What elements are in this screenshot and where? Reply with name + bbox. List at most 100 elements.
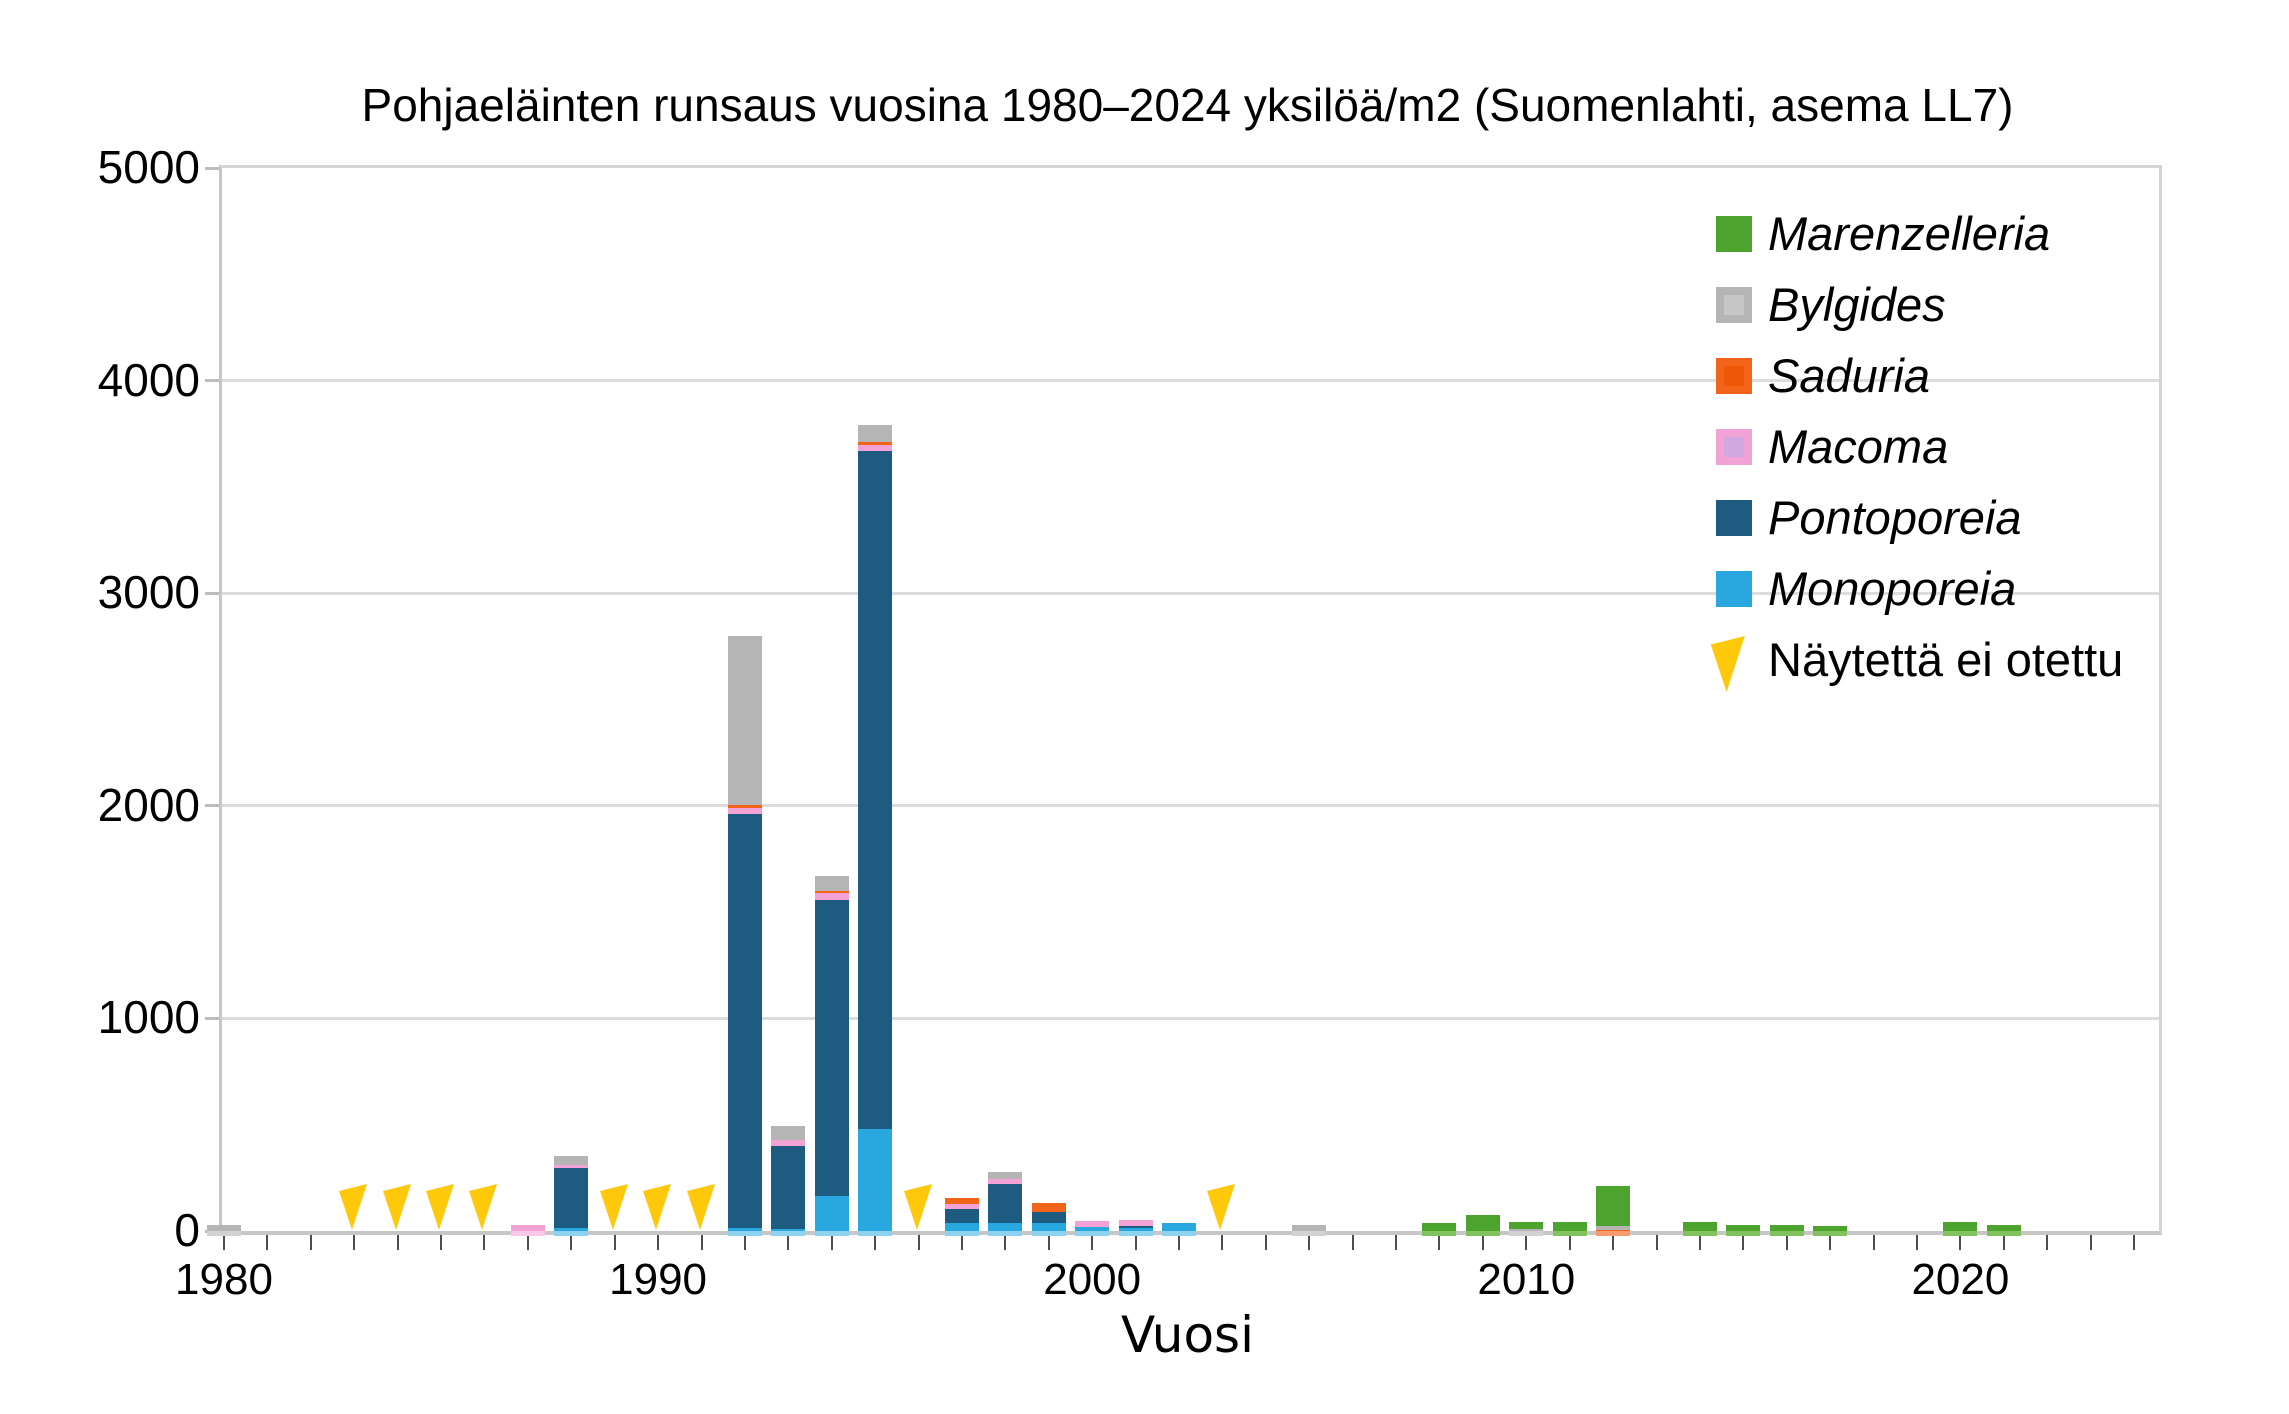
pontoporeia-swatch-icon — [1716, 500, 1752, 536]
bar-segment-1999-monoporeia — [1031, 1222, 1066, 1231]
bar-2010[interactable] — [1509, 1221, 1544, 1231]
no-sample-marker-1989 — [599, 1184, 630, 1230]
bar-edge-2015 — [1726, 1231, 1761, 1236]
x-axis-tick-2016 — [1785, 1235, 1788, 1250]
bar-edge-2010 — [1509, 1231, 1544, 1236]
bar-segment-2015-marenzelleria — [1726, 1224, 1761, 1231]
x-axis-tick-1983 — [353, 1235, 356, 1250]
monoporeia-swatch-icon — [1716, 571, 1752, 607]
bar-segment-1980-bylgides — [207, 1224, 241, 1231]
bar-edge-2002 — [1162, 1231, 1197, 1236]
y-axis-label-3000: 3000 — [97, 566, 200, 619]
bar-segment-1993-monoporeia — [771, 1228, 806, 1231]
bar-segment-1992-pontoporeia — [727, 814, 762, 1228]
bar-segment-2020-marenzelleria — [1943, 1222, 1978, 1231]
bar-2008[interactable] — [1422, 1222, 1457, 1231]
bar-1997[interactable] — [944, 1198, 979, 1231]
bar-2014[interactable] — [1682, 1222, 1717, 1231]
no-sample-marker-1991 — [686, 1184, 717, 1230]
bar-edge-2008 — [1422, 1231, 1457, 1236]
x-axis-tick-2024 — [2133, 1235, 2136, 1250]
no-sample-marker-1985 — [426, 1184, 456, 1230]
bar-segment-1998-monoporeia — [988, 1222, 1023, 1231]
x-axis-tick-1998 — [1004, 1235, 1007, 1250]
bar-1987[interactable] — [510, 1224, 545, 1231]
bar-segment-1994-pontoporeia — [814, 900, 849, 1196]
bar-segment-1997-macoma — [944, 1204, 979, 1210]
bar-1995[interactable] — [858, 425, 893, 1231]
x-axis-tick-1984 — [396, 1235, 399, 1250]
x-axis-tick-1980 — [223, 1235, 225, 1250]
bar-2002[interactable] — [1162, 1222, 1197, 1231]
bar-1994[interactable] — [814, 875, 849, 1231]
bar-segment-1995-saduria — [858, 442, 893, 446]
bar-segment-2012-saduria — [1596, 1229, 1631, 1231]
bylgides-swatch-inner — [1724, 295, 1744, 315]
bar-segment-1998-macoma — [988, 1179, 1023, 1184]
bar-1999[interactable] — [1031, 1202, 1066, 1231]
bar-segment-2011-marenzelleria — [1552, 1222, 1587, 1231]
gridline-2000 — [222, 804, 2159, 808]
y-axis-tick-1000 — [205, 1016, 219, 1020]
no-sample-marker-1990 — [643, 1184, 673, 1230]
bar-segment-1999-pontoporeia — [1031, 1212, 1066, 1223]
bar-edge-1992 — [727, 1231, 762, 1236]
bar-2017[interactable] — [1813, 1225, 1848, 1231]
bar-edge-2020 — [1943, 1231, 1978, 1236]
bar-2012[interactable] — [1596, 1186, 1631, 1231]
marenzelleria-swatch-icon — [1716, 216, 1752, 252]
x-axis-label-2000: 2000 — [1043, 1255, 1142, 1304]
bar-segment-2001-pontoporeia — [1118, 1226, 1153, 1229]
bar-1993[interactable] — [771, 1126, 806, 1231]
bar-segment-2000-monoporeia — [1075, 1226, 1110, 1231]
bar-2005[interactable] — [1292, 1225, 1327, 1231]
bar-2016[interactable] — [1769, 1224, 1804, 1231]
bar-segment-1992-macoma — [727, 807, 762, 815]
bar-segment-1999-saduria — [1031, 1202, 1066, 1213]
bar-segment-2000-macoma — [1075, 1221, 1110, 1227]
legend-label: Pontoporeia — [1768, 491, 2022, 544]
bar-segment-2012-bylgides — [1596, 1225, 1631, 1230]
bar-edge-2016 — [1769, 1231, 1804, 1236]
bar-edge-1999 — [1031, 1231, 1066, 1236]
bar-1980[interactable] — [207, 1224, 241, 1231]
bar-segment-2012-marenzelleria — [1596, 1186, 1631, 1226]
bar-1998[interactable] — [988, 1172, 1023, 1231]
bar-segment-2021-marenzelleria — [1986, 1224, 2021, 1231]
bar-2015[interactable] — [1726, 1224, 1761, 1231]
bar-segment-1987-macoma — [510, 1224, 545, 1231]
x-axis-tick-2022 — [2046, 1235, 2049, 1250]
bar-edge-1987 — [510, 1231, 545, 1236]
x-axis-tick-1999 — [1047, 1235, 1050, 1250]
bar-2020[interactable] — [1943, 1222, 1978, 1231]
bar-1988[interactable] — [554, 1155, 589, 1231]
bar-segment-1995-pontoporeia — [858, 450, 893, 1129]
bar-segment-2001-monoporeia — [1118, 1228, 1153, 1231]
bar-1992[interactable] — [727, 635, 762, 1231]
bar-2001[interactable] — [1118, 1219, 1153, 1231]
x-axis-tick-2003 — [1221, 1235, 1224, 1250]
bar-segment-2009-marenzelleria — [1465, 1215, 1500, 1231]
bar-segment-1995-monoporeia — [858, 1128, 893, 1231]
bar-2009[interactable] — [1465, 1215, 1500, 1231]
bar-segment-1992-saduria — [727, 804, 762, 808]
saduria-swatch-icon — [1716, 358, 1752, 394]
plot-area: 0 1000 2000 3000 4000 5000 1980 1990 2000 2010 202… — [98, 144, 2162, 1302]
bar-2011[interactable] — [1552, 1222, 1587, 1231]
no-sample-marker-2003 — [1207, 1184, 1237, 1230]
bar-segment-1998-pontoporeia — [988, 1184, 1023, 1223]
no-sample-marker-1983 — [339, 1184, 369, 1230]
bar-segment-1995-bylgides — [858, 425, 893, 443]
macoma-swatch-icon — [1716, 429, 1752, 465]
bar-2000[interactable] — [1075, 1221, 1110, 1231]
x-axis-label-2010: 2010 — [1477, 1255, 1576, 1304]
x-axis-tick-2000 — [1091, 1235, 1094, 1250]
x-axis-tick-2009 — [1481, 1235, 1484, 1250]
bar-2021[interactable] — [1986, 1224, 2021, 1231]
bar-segment-1994-saduria — [814, 890, 849, 893]
no-sample-marker-1984 — [382, 1184, 413, 1230]
x-axis-tick-1986 — [483, 1235, 486, 1250]
x-axis-tick-1989 — [613, 1235, 616, 1250]
bylgides-swatch-icon — [1716, 287, 1752, 323]
x-axis-tick-1988 — [570, 1235, 573, 1250]
